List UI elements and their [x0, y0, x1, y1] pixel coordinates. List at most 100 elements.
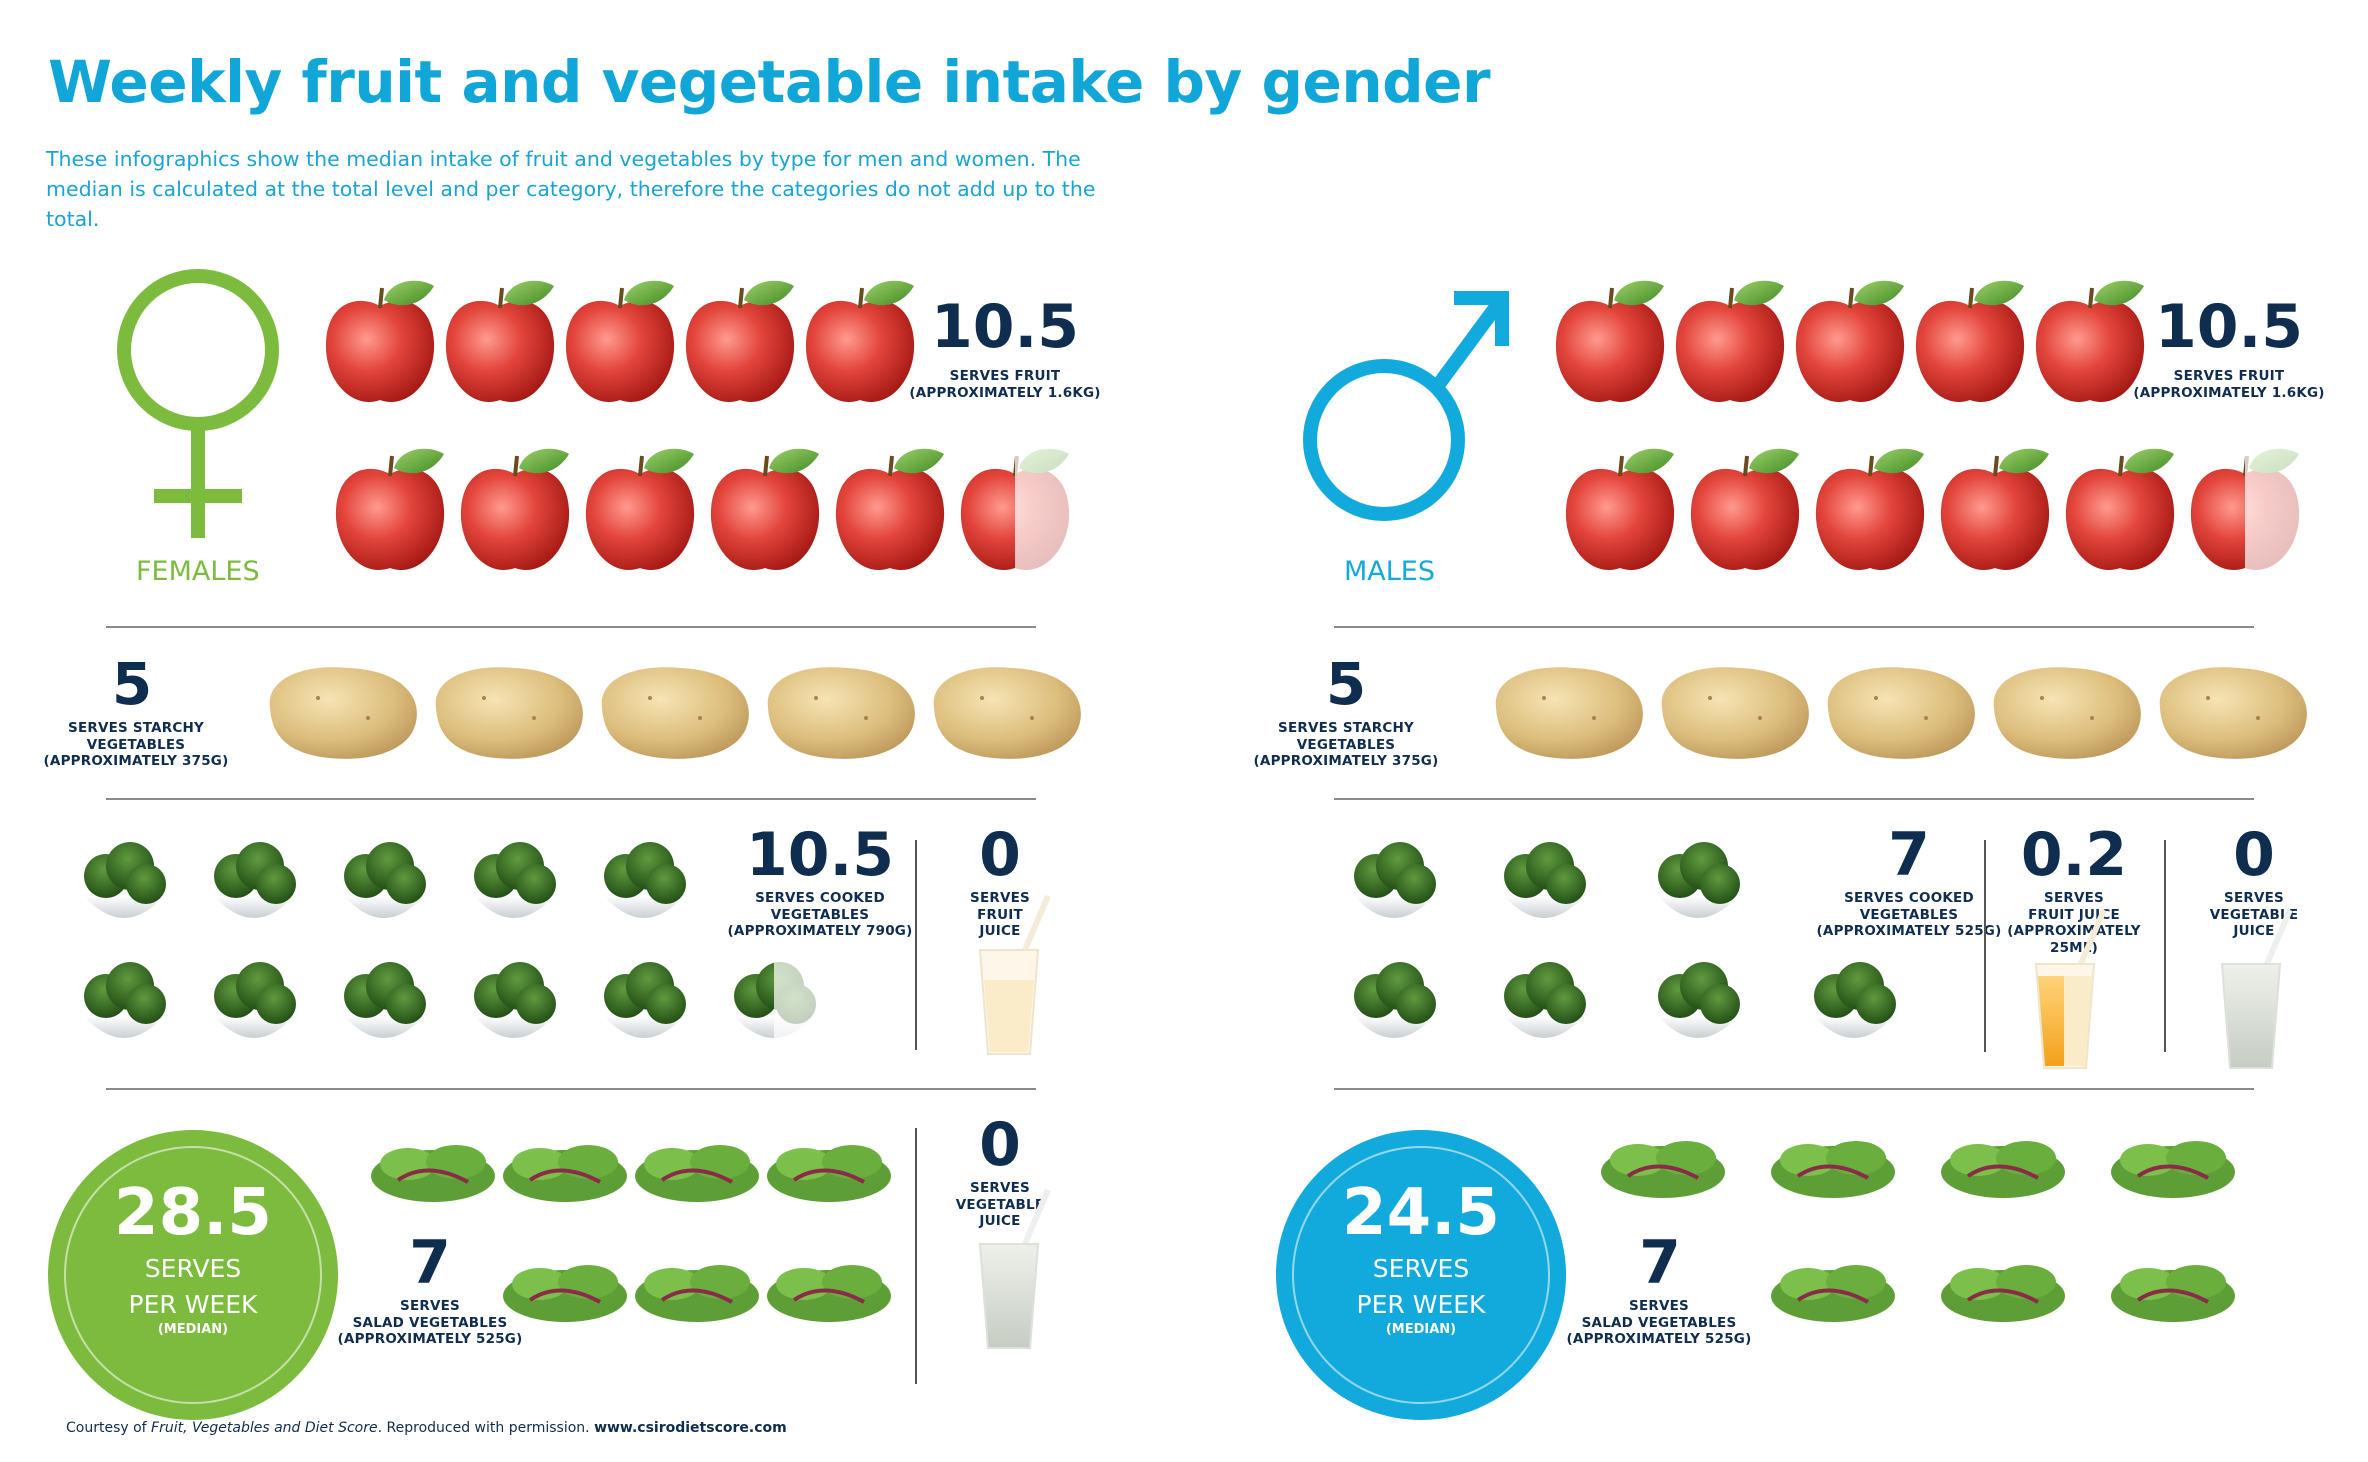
female-starchy-label: SERVES STARCHY VEGETABLES (APPROXIMATELY… — [36, 720, 236, 770]
potato-icon — [933, 667, 1081, 759]
broccoli-icon — [214, 842, 296, 918]
circle-inner-ring — [1292, 1146, 1550, 1404]
female-salad-value: 7 — [409, 1228, 451, 1298]
divider — [1334, 626, 2254, 628]
apple-icon — [1815, 448, 1925, 570]
salad-icon — [635, 1145, 759, 1202]
label-line: SERVES — [1629, 1298, 1689, 1314]
broccoli-icon — [84, 962, 166, 1038]
apple-icon — [2035, 280, 2145, 402]
apple-icon — [1675, 280, 1785, 402]
page-title: Weekly fruit and vegetable intake by gen… — [48, 48, 1491, 116]
label-line: JUICE — [2233, 923, 2275, 939]
broccoli-icon — [1354, 962, 1436, 1038]
label-line: (APPROXIMATELY 375G) — [1253, 753, 1439, 769]
male-salad-value: 7 — [1639, 1228, 1681, 1298]
label-line: (APPROXIMATELY — [2007, 923, 2141, 939]
salad-icon — [1771, 1141, 1895, 1198]
label-line: (APPROXIMATELY 375G) — [43, 753, 229, 769]
salad-icon — [767, 1145, 891, 1202]
label-line: SERVES — [2224, 890, 2284, 906]
broccoli-icon — [1814, 962, 1896, 1038]
potato-icon — [1495, 667, 1643, 759]
salad-icon — [503, 1265, 627, 1322]
female-vegetable-juice-label: SERVES VEGETABLE JUICE — [935, 1180, 1065, 1230]
female-fruit-juice-label: SERVES FRUIT JUICE — [940, 890, 1060, 940]
male-cooked-label: SERVES COOKED VEGETABLES (APPROXIMATELY … — [1794, 890, 2024, 940]
credit-link[interactable]: www.csirodietscore.com — [594, 1420, 787, 1436]
label-line: JUICE — [979, 1213, 1021, 1229]
apple-icon — [710, 448, 820, 570]
label-line: (APPROXIMATELY 1.6KG) — [909, 384, 1101, 401]
label-line: SERVES STARCHY — [1278, 720, 1414, 736]
half-apple-icon — [960, 448, 1077, 580]
apple-icon — [460, 448, 570, 570]
female-total-line1: SERVES — [144, 1254, 242, 1283]
female-cooked-label: SERVES COOKED VEGETABLES (APPROXIMATELY … — [705, 890, 935, 940]
fruit-juice-glass-icon — [978, 894, 1051, 1055]
intro-text: These infographics show the median intak… — [46, 144, 1126, 234]
male-fruit-juice-value: 0.2 — [2020, 820, 2128, 890]
label-line: (APPROXIMATELY 790G) — [727, 923, 913, 939]
label-line: SERVES FRUIT — [2173, 368, 2285, 384]
apple-icon — [325, 280, 435, 402]
male-starchy-label: SERVES STARCHY VEGETABLES (APPROXIMATELY… — [1246, 720, 1446, 770]
divider — [1334, 1088, 2254, 1090]
potato-icon — [1993, 667, 2141, 759]
female-fruit-juice-value: 0 — [979, 820, 1021, 890]
potato-icon — [435, 667, 583, 759]
apple-icon — [835, 448, 945, 570]
broccoli-icon — [604, 962, 686, 1038]
potato-icon — [2159, 667, 2307, 759]
broccoli-icon — [1504, 842, 1586, 918]
male-label: MALES — [1344, 556, 1436, 587]
female-total-line2: PER WEEK — [128, 1290, 258, 1319]
apple-icon — [1555, 280, 1665, 402]
label-line: SERVES — [400, 1298, 460, 1314]
label-line: VEGETABLES — [1296, 736, 1396, 753]
male-total-line2: PER WEEK — [1356, 1290, 1486, 1319]
salad-icon — [1941, 1265, 2065, 1322]
label-line: (APPROXIMATELY 525G) — [1566, 1331, 1752, 1347]
credit-line: Courtesy of Fruit, Vegetables and Diet S… — [66, 1420, 787, 1436]
intro-line-2: median is calculated at the total level … — [46, 177, 1096, 231]
male-total-line1: SERVES — [1372, 1254, 1470, 1283]
label-line: VEGETABLES — [1859, 906, 1959, 923]
label-line: VEGETABLE — [955, 1196, 1045, 1213]
label-line: SALAD VEGETABLES — [1581, 1314, 1737, 1331]
label-line: (APPROXIMATELY 525G) — [1816, 923, 2002, 939]
female-total-circle: 28.5 SERVES PER WEEK (MEDIAN) — [48, 1130, 338, 1420]
circle-inner-ring — [64, 1146, 322, 1404]
female-total-value: 28.5 — [114, 1176, 272, 1250]
label-line: FRUIT — [977, 906, 1023, 923]
broccoli-icon — [474, 962, 556, 1038]
credit-source: Fruit, Vegetables and Diet Score — [151, 1420, 378, 1436]
apple-icon — [1915, 280, 2025, 402]
male-total-circle: 24.5 SERVES PER WEEK (MEDIAN) — [1276, 1130, 1566, 1420]
salad-icon — [1771, 1265, 1895, 1322]
broccoli-icon — [84, 842, 166, 918]
salad-icon — [2111, 1265, 2235, 1322]
potato-icon — [601, 667, 749, 759]
broccoli-icon — [1658, 842, 1740, 918]
credit-suffix: . Reproduced with permission. — [377, 1420, 595, 1436]
vegetable-juice-glass-icon — [978, 1188, 1051, 1349]
divider — [106, 626, 1036, 628]
broccoli-icon — [1504, 962, 1586, 1038]
label-line: SERVES COOKED — [755, 890, 885, 906]
apple-icon — [1795, 280, 1905, 402]
female-label: FEMALES — [136, 556, 260, 587]
potato-icon — [767, 667, 915, 759]
female-vegetable-juice-value: 0 — [979, 1110, 1021, 1180]
apple-icon — [1565, 448, 1675, 570]
apple-icon — [685, 280, 795, 402]
fruit-juice-glass-icon — [2034, 908, 2107, 1069]
broccoli-icon — [604, 842, 686, 918]
label-line: VEGETABLES — [770, 906, 870, 923]
potato-icon — [1827, 667, 1975, 759]
apple-icon — [585, 448, 695, 570]
salad-icon — [2111, 1141, 2235, 1198]
male-total-line3: (MEDIAN) — [1385, 1322, 1457, 1337]
salad-icon — [1941, 1141, 2065, 1198]
vertical-divider — [1984, 840, 1986, 1052]
